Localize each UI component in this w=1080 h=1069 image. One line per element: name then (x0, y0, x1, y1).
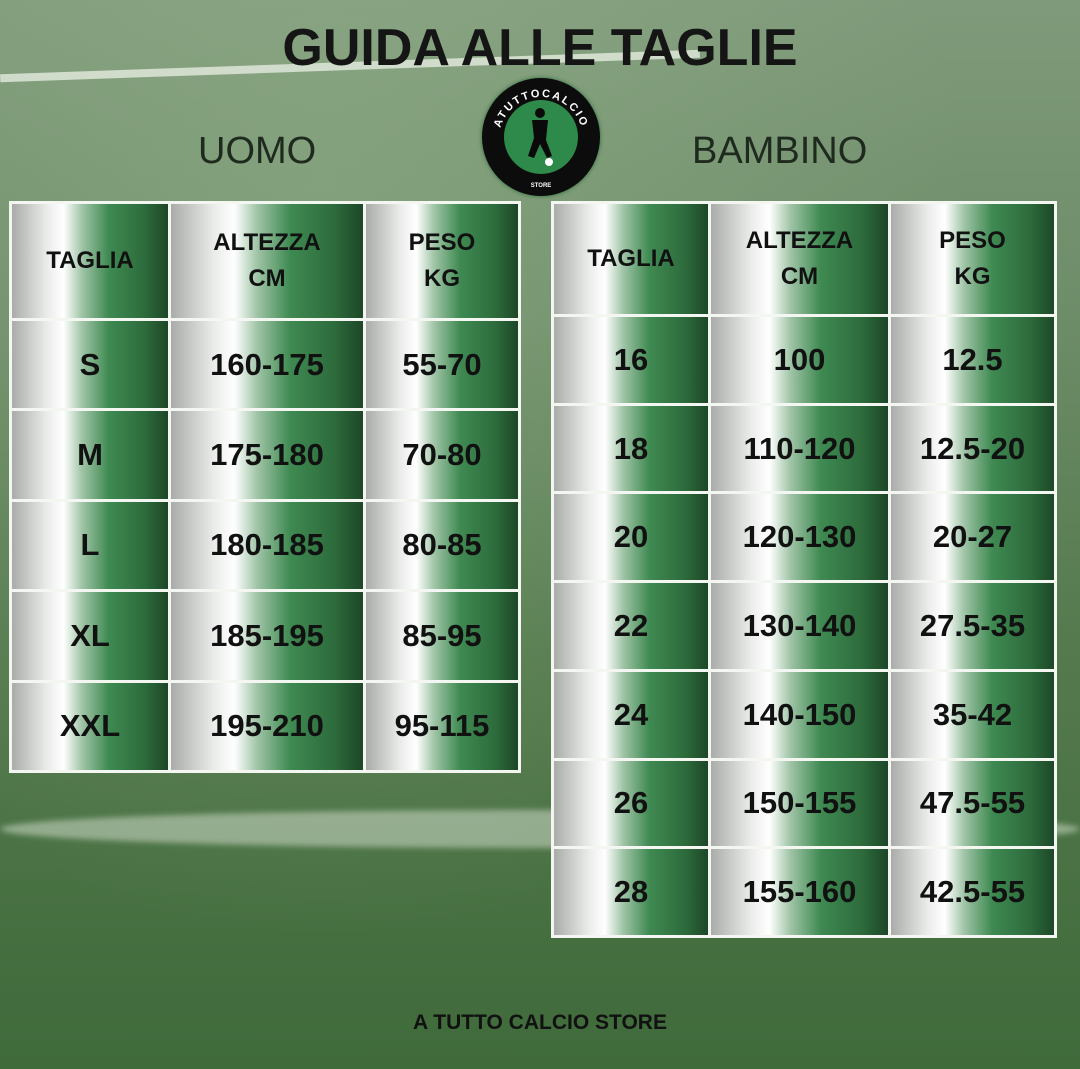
cell-weight: 47.5-55 (891, 760, 1054, 847)
cell-weight: 85-95 (366, 592, 518, 680)
cell-weight: 27.5-35 (891, 583, 1054, 669)
cell-height: 185-195 (171, 592, 363, 680)
cell-weight: 42.5-55 (891, 849, 1054, 935)
cell-size: 24 (554, 671, 708, 758)
cell-height: 160-175 (171, 321, 363, 409)
cell-weight: 35-42 (891, 671, 1054, 758)
football-player-icon (528, 108, 552, 158)
cell-height: 120-130 (711, 494, 888, 581)
header-height: ALTEZZA CM (711, 204, 888, 314)
cell-height: 100 (711, 317, 888, 403)
cell-weight: 55-70 (366, 321, 518, 409)
cell-size: M (12, 411, 168, 499)
cell-height: 150-155 (711, 760, 888, 847)
cell-height: 180-185 (171, 501, 363, 590)
store-logo: ATUTTOCALCIO STORE (482, 78, 600, 196)
cell-height: 140-150 (711, 671, 888, 758)
cell-size: 22 (554, 583, 708, 669)
cell-height: 155-160 (711, 849, 888, 935)
logo-sub-text: STORE (531, 183, 552, 189)
cell-size: XXL (12, 682, 168, 770)
header-weight: PESO KG (366, 204, 518, 318)
footer-store-name: A TUTTO CALCIO STORE (413, 1011, 667, 1034)
cell-size: 16 (554, 317, 708, 403)
cell-weight: 20-27 (891, 494, 1054, 581)
cell-size: 20 (554, 494, 708, 581)
cell-size: L (12, 501, 168, 590)
uomo-size-table: TAGLIA ALTEZZA CM PESO KG S 160-175 55-70 M 175-1… (9, 201, 521, 773)
cell-height: 130-140 (711, 583, 888, 669)
cell-weight: 95-115 (366, 682, 518, 770)
section-bambino-label: BAMBINO (692, 130, 868, 172)
section-uomo-label: UOMO (198, 130, 317, 172)
cell-weight: 80-85 (366, 501, 518, 590)
header-size: TAGLIA (554, 204, 708, 314)
bambino-size-table: TAGLIA ALTEZZA CM PESO KG 16 100 12.5 18 110-120 1… (551, 201, 1057, 938)
cell-height: 110-120 (711, 405, 888, 492)
cell-size: S (12, 321, 168, 409)
cell-weight: 12.5 (891, 317, 1054, 403)
page-title: GUIDA ALLE TAGLIE (282, 19, 798, 77)
header-height: ALTEZZA CM (171, 204, 363, 318)
cell-size: XL (12, 592, 168, 680)
ball-icon (545, 158, 553, 166)
cell-weight: 70-80 (366, 411, 518, 499)
cell-size: 18 (554, 405, 708, 492)
cell-height: 175-180 (171, 411, 363, 499)
cell-size: 28 (554, 849, 708, 935)
header-weight: PESO KG (891, 204, 1054, 314)
cell-weight: 12.5-20 (891, 405, 1054, 492)
cell-size: 26 (554, 760, 708, 847)
cell-height: 195-210 (171, 682, 363, 770)
header-size: TAGLIA (12, 204, 168, 318)
